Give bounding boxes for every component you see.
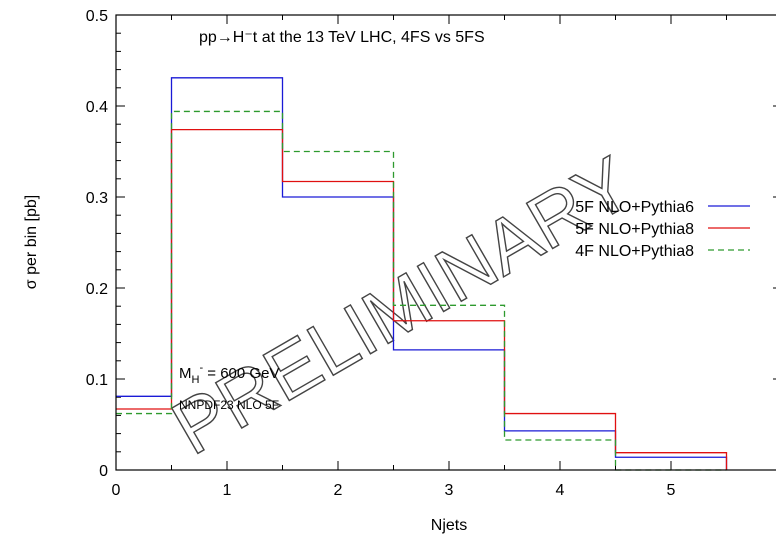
x-tick-label: 0 [112, 482, 121, 499]
legend: 5F NLO+Pythia6 5F NLO+Pythia8 4F NLO+Pythi… [575, 199, 750, 260]
mass-value: = 600 GeV [203, 365, 279, 382]
series-line-3 [116, 110, 727, 471]
labels-layer: 0 1 2 3 4 5 0 0.1 0.2 0.3 0.4 0.5 [86, 8, 676, 499]
x-axis-label: Njets [431, 517, 467, 534]
series-layer [116, 77, 728, 471]
ticks-layer [115, 14, 776, 471]
x-tick-label: 1 [223, 482, 232, 499]
y-tick-label: 0.4 [86, 99, 108, 116]
svg-text:MH- = 600 GeV: MH- = 600 GeV [179, 362, 279, 386]
legend-label: 5F NLO+Pythia6 [575, 199, 694, 216]
plot-frame [115, 14, 776, 471]
y-tick-label: 0.2 [86, 281, 108, 298]
series-line-1 [116, 77, 728, 470]
legend-label: 4F NLO+Pythia8 [575, 243, 694, 260]
mass-symbol: M [179, 365, 192, 382]
y-tick-label: 0.1 [86, 372, 108, 389]
mass-annotation: MH- = 600 GeV [179, 362, 279, 386]
x-tick-label: 5 [667, 482, 676, 499]
y-axis-label: σ per bin [pb] [23, 195, 40, 289]
chart-title: pp→H⁻t at the 13 TeV LHC, 4FS vs 5FS [199, 29, 485, 46]
y-tick-label: 0.5 [86, 8, 108, 25]
x-tick-label: 3 [445, 482, 454, 499]
legend-label: 5F NLO+Pythia8 [575, 221, 694, 238]
mass-superscript: - [199, 362, 203, 374]
mass-subscript: H [192, 374, 200, 386]
y-tick-label: 0.3 [86, 190, 108, 207]
x-tick-label: 2 [334, 482, 343, 499]
x-tick-label: 4 [556, 482, 565, 499]
y-tick-label: 0 [99, 463, 108, 480]
pdf-annotation: NNPDF23 NLO 5F [179, 398, 279, 412]
